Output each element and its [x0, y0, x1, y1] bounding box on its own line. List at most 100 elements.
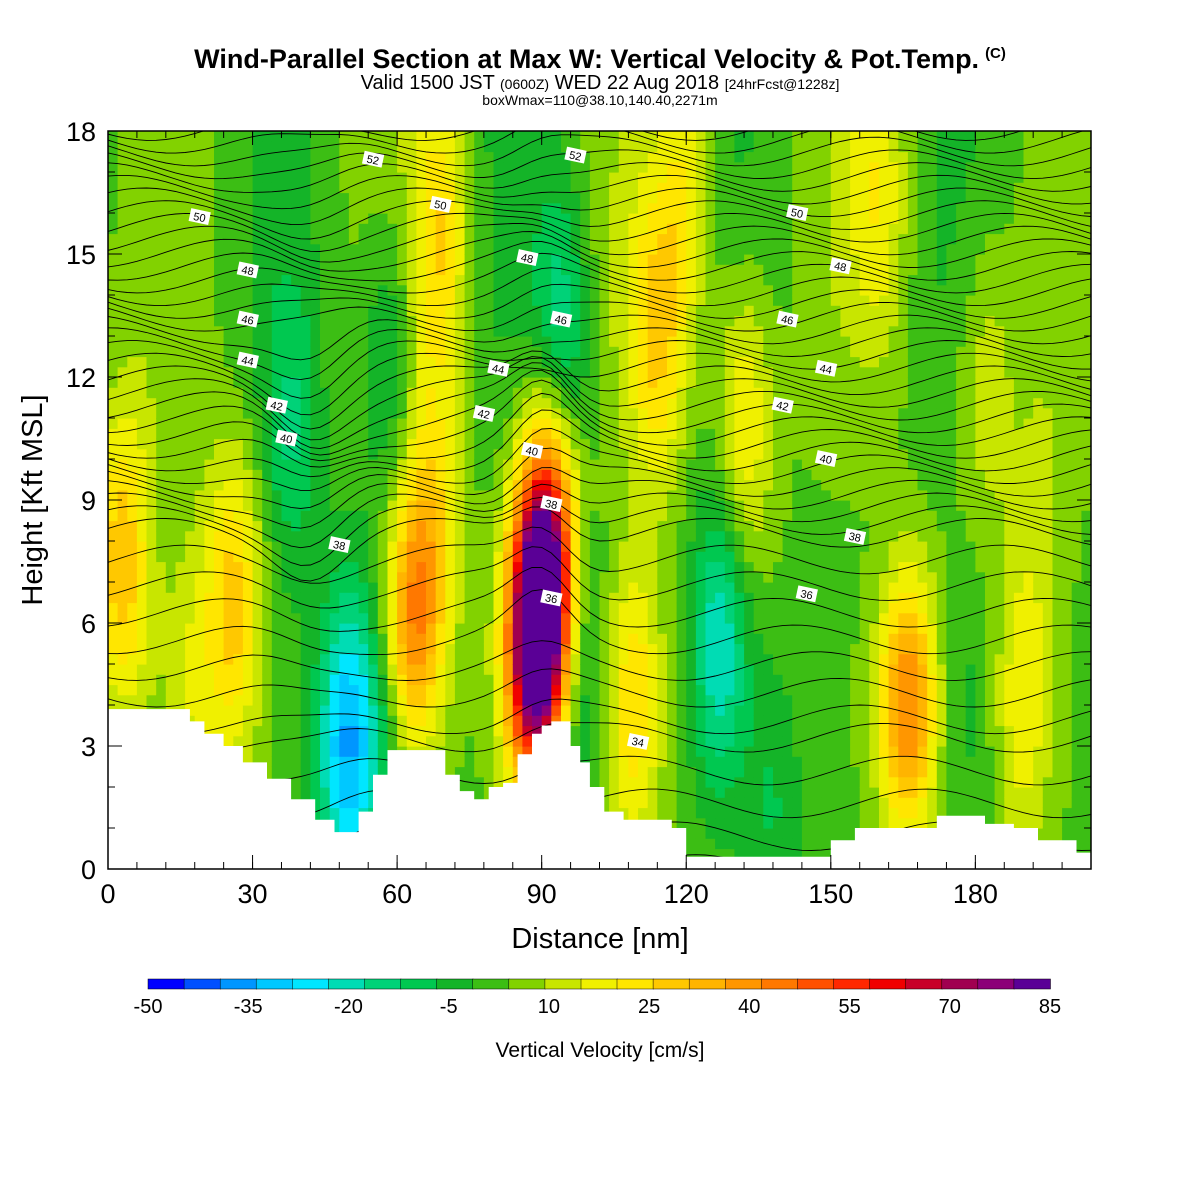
- w-field-cell: [609, 694, 620, 706]
- w-field-cell: [503, 653, 514, 665]
- w-field-cell: [214, 407, 225, 419]
- w-field-cell: [445, 725, 456, 737]
- w-field-cell: [348, 520, 360, 532]
- w-field-cell: [271, 243, 282, 255]
- w-field-cell: [580, 243, 591, 255]
- w-field-cell: [503, 325, 514, 337]
- w-field-cell: [445, 295, 456, 306]
- w-field-cell: [503, 541, 514, 552]
- w-field-cell: [512, 705, 523, 716]
- w-field-cell: [695, 582, 707, 593]
- w-field-cell: [281, 664, 292, 675]
- w-field-cell: [146, 612, 157, 624]
- w-field-cell: [416, 325, 427, 337]
- w-field-cell: [667, 469, 678, 481]
- w-field-cell: [416, 264, 427, 276]
- w-field-cell: [242, 489, 254, 501]
- w-field-cell: [339, 746, 350, 757]
- w-field-cell: [136, 274, 148, 286]
- w-field-cell: [397, 694, 408, 706]
- w-field-cell: [252, 213, 263, 224]
- w-field-cell: [551, 325, 562, 337]
- w-field-cell: [724, 479, 735, 491]
- w-field-cell: [686, 664, 697, 675]
- w-field-cell: [763, 346, 774, 358]
- w-field-cell: [271, 377, 282, 388]
- w-field-cell: [291, 684, 302, 696]
- w-field-cell: [387, 172, 398, 183]
- w-field-cell: [734, 735, 745, 747]
- w-field-cell: [503, 674, 514, 686]
- w-field-cell: [493, 643, 504, 655]
- w-field-cell: [474, 653, 485, 665]
- w-field-cell: [618, 489, 629, 501]
- w-field-cell: [397, 397, 408, 409]
- w-field-cell: [397, 202, 408, 214]
- w-field-cell: [435, 735, 446, 747]
- w-field-cell: [416, 305, 427, 317]
- w-field-cell: [108, 172, 119, 183]
- w-field-cell: [686, 448, 697, 460]
- w-field-cell: [291, 510, 302, 522]
- w-field-cell: [377, 520, 388, 532]
- w-field-cell: [541, 438, 552, 450]
- w-field-cell: [667, 346, 678, 358]
- w-field-cell: [185, 674, 196, 686]
- w-field-cell: [108, 530, 119, 542]
- w-field-cell: [580, 366, 591, 378]
- w-field-cell: [715, 223, 726, 235]
- w-field-cell: [127, 469, 138, 481]
- w-field-cell: [522, 530, 533, 542]
- w-field-cell: [204, 366, 215, 378]
- w-field-cell: [695, 561, 707, 573]
- w-field-cell: [609, 705, 620, 716]
- w-field-cell: [744, 735, 755, 747]
- w-field-cell: [734, 725, 745, 737]
- w-field-cell: [156, 694, 167, 706]
- w-field-cell: [744, 448, 755, 460]
- w-field-cell: [368, 336, 379, 347]
- w-field-cell: [561, 356, 572, 368]
- w-field-cell: [406, 356, 417, 368]
- w-field-cell: [589, 561, 601, 573]
- w-field-cell: [647, 448, 658, 460]
- w-field-cell: [406, 479, 417, 491]
- w-field-cell: [271, 541, 282, 552]
- w-field-cell: [695, 407, 707, 419]
- w-field-cell: [657, 797, 668, 809]
- w-field-cell: [695, 633, 707, 645]
- w-field-cell: [242, 756, 254, 768]
- w-field-cell: [532, 684, 543, 696]
- w-field-cell: [156, 141, 167, 153]
- w-field-cell: [204, 469, 215, 481]
- w-field-cell: [242, 141, 254, 153]
- w-field-cell: [532, 151, 543, 163]
- w-field-cell: [647, 397, 658, 409]
- w-field-cell: [387, 233, 398, 245]
- w-field-cell: [310, 530, 321, 542]
- w-field-cell: [416, 131, 427, 142]
- w-field-cell: [223, 418, 234, 429]
- w-field-cell: [753, 530, 764, 542]
- w-field-cell: [368, 705, 379, 716]
- w-field-cell: [175, 366, 186, 378]
- w-field-cell: [397, 182, 408, 194]
- w-field-cell: [185, 397, 196, 409]
- w-field-cell: [214, 592, 225, 604]
- w-field-cell: [281, 612, 292, 624]
- w-field-cell: [281, 151, 292, 163]
- w-field-cell: [715, 684, 726, 696]
- w-field-cell: [609, 448, 620, 460]
- w-field-cell: [445, 735, 456, 747]
- w-field-cell: [320, 397, 331, 409]
- w-field-cell: [763, 633, 774, 645]
- w-field-cell: [348, 612, 360, 624]
- w-field-cell: [618, 192, 629, 204]
- w-field-cell: [242, 346, 254, 358]
- w-field-cell: [252, 633, 263, 645]
- w-field-cell: [108, 551, 119, 563]
- w-field-cell: [638, 684, 649, 696]
- w-field-cell: [705, 520, 716, 532]
- w-field-cell: [667, 192, 678, 204]
- w-field-cell: [281, 489, 292, 501]
